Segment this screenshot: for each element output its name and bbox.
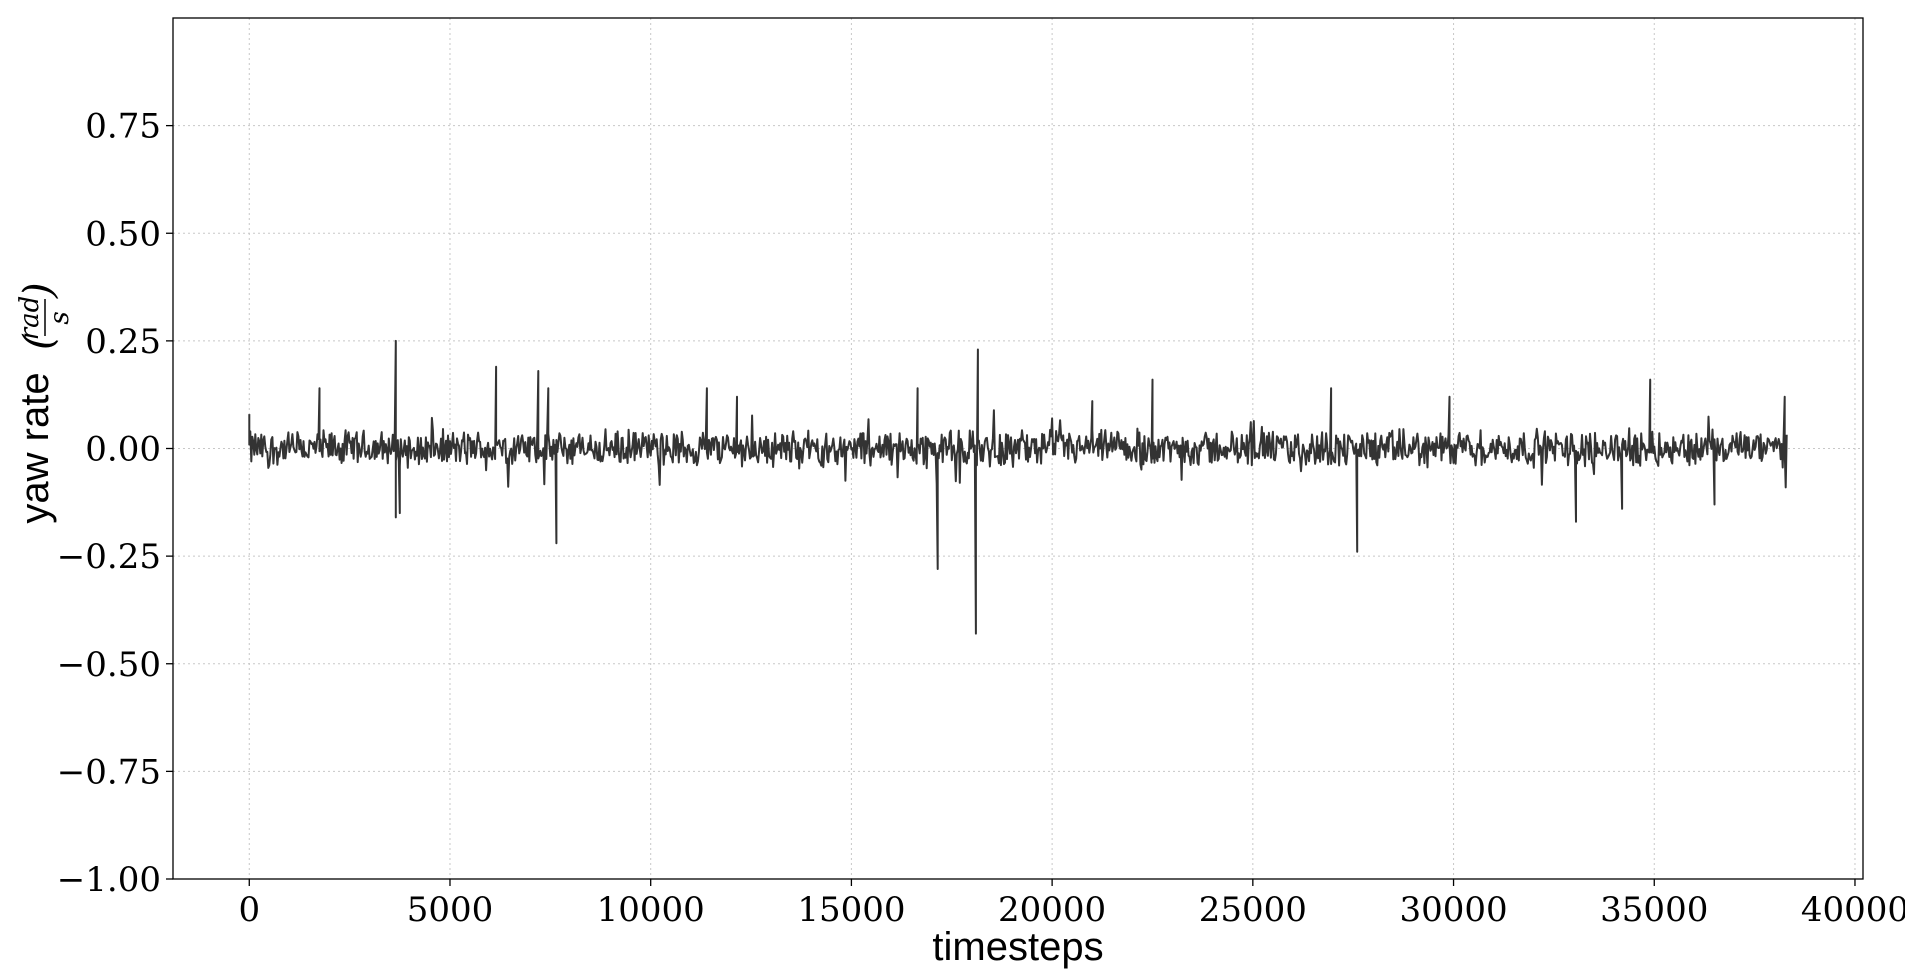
y-tick-label: −0.50 [57, 645, 161, 685]
y-tick-label: 0.75 [85, 107, 161, 147]
y-tick-label: −1.00 [57, 860, 161, 900]
x-tick-label: 40000 [1801, 890, 1905, 930]
y-axis-unit-open-paren: ( [16, 333, 62, 350]
plot-frame [172, 17, 1864, 880]
y-axis-label: yaw rate ( rad s ) [13, 282, 75, 523]
y-tick-label: 0.00 [85, 430, 161, 470]
x-axis-label: timesteps [932, 925, 1103, 969]
x-tick-label: 30000 [1399, 890, 1507, 930]
x-tick-label: 35000 [1600, 890, 1708, 930]
yaw-rate-series-line [248, 339, 1788, 635]
y-axis-unit-close-paren: ) [16, 282, 62, 299]
x-tick-label: 15000 [797, 890, 905, 930]
x-tick-label: 5000 [407, 890, 494, 930]
svg-text:yaw rate: yaw rate [13, 372, 57, 523]
x-tick-label: 10000 [597, 890, 705, 930]
y-axis-unit-numerator: rad [15, 296, 45, 341]
x-axis-ticks: 0 5000 10000 15000 20000 25000 30000 35000 40000 [238, 879, 1905, 930]
x-tick-label: 25000 [1199, 890, 1307, 930]
y-axis-unit-denominator: s [45, 311, 75, 324]
y-axis-ticks: −1.00 −0.75 −0.50 −0.25 0.00 0.25 0.50 0.75 [57, 107, 173, 900]
y-tick-label: −0.25 [57, 537, 161, 577]
y-tick-label: −0.75 [57, 752, 161, 792]
y-tick-label: 0.25 [85, 322, 161, 362]
y-axis-label-text: yaw rate [13, 372, 57, 523]
x-tick-label: 0 [238, 890, 260, 930]
x-tick-label: 20000 [998, 890, 1106, 930]
y-tick-label: 0.50 [85, 214, 161, 254]
